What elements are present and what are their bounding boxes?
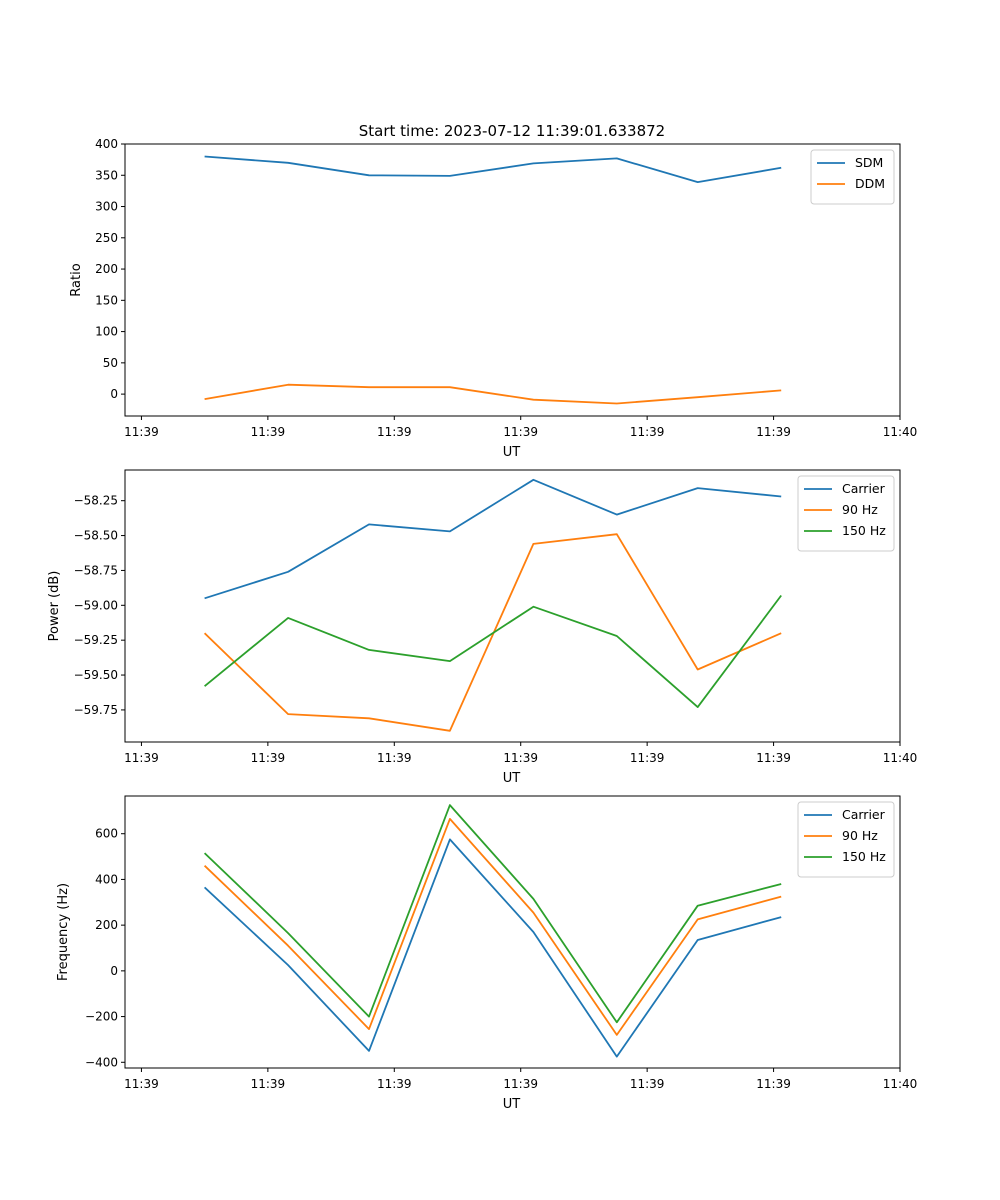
x-tick-label: 11:39 xyxy=(124,1077,159,1091)
y-tick-label: 150 xyxy=(95,293,118,307)
x-tick-label: 11:39 xyxy=(756,425,791,439)
y-tick-label: 400 xyxy=(95,137,118,151)
x-axis-label: UT xyxy=(503,445,521,460)
y-tick-label: 350 xyxy=(95,168,118,182)
y-tick-label: 0 xyxy=(110,387,118,401)
y-tick-label: −59.25 xyxy=(74,633,118,647)
legend-label: 150 Hz xyxy=(842,849,886,864)
x-tick-label: 11:39 xyxy=(251,751,286,765)
axes-frame xyxy=(124,143,901,417)
x-tick-label: 11:39 xyxy=(377,751,412,765)
legend-label: Carrier xyxy=(842,807,886,822)
x-tick-label: 11:39 xyxy=(630,751,665,765)
x-tick-label: 11:39 xyxy=(124,751,159,765)
legend-label: 90 Hz xyxy=(842,828,878,843)
axes-frame xyxy=(124,795,901,1069)
y-axis-label: Frequency (Hz) xyxy=(56,883,71,981)
y-tick-label: −400 xyxy=(85,1055,118,1069)
series-line-ddm xyxy=(204,383,782,405)
x-tick-label: 11:40 xyxy=(883,425,918,439)
x-tick-label: 11:40 xyxy=(883,751,918,765)
legend-label: SDM xyxy=(855,155,883,170)
y-tick-label: 50 xyxy=(103,356,118,370)
series-line-carrier xyxy=(203,838,782,1058)
figure-title: Start time: 2023-07-12 11:39:01.633872 xyxy=(359,122,665,140)
series-line-90-hz xyxy=(203,818,782,1036)
axes-frame xyxy=(124,469,901,743)
subplot-2: 11:39 11:39 11:39 11:39 11:39 11:39 11:40 −58.2… xyxy=(47,469,918,786)
x-tick-label: 11:39 xyxy=(251,425,286,439)
y-tick-label: 0 xyxy=(110,964,118,978)
x-tick-label: 11:39 xyxy=(377,1077,412,1091)
subplot-3: 11:39 11:39 11:39 11:39 11:39 11:39 11:40 −400 −… xyxy=(56,795,918,1112)
x-tick-label: 11:39 xyxy=(756,1077,791,1091)
y-axis-label: Ratio xyxy=(69,263,84,296)
subplot-1: 11:39 11:39 11:39 11:39 11:39 11:39 11:40 0 50 10… xyxy=(69,137,917,460)
y-tick-label: 200 xyxy=(95,262,118,276)
y-tick-label: −58.25 xyxy=(74,494,118,508)
y-tick-label: −200 xyxy=(85,1010,118,1024)
y-tick-label: 250 xyxy=(95,231,118,245)
x-tick-label: 11:39 xyxy=(756,751,791,765)
legend-label: 90 Hz xyxy=(842,502,878,517)
x-tick-label: 11:40 xyxy=(883,1077,918,1091)
y-axis-label: Power (dB) xyxy=(47,571,62,642)
series-line-150-hz xyxy=(204,594,782,708)
y-tick-label: 300 xyxy=(95,200,118,214)
y-tick-label: −59.50 xyxy=(74,668,118,682)
series-line-90-hz xyxy=(203,533,782,732)
x-tick-label: 11:39 xyxy=(503,425,538,439)
legend: SDM DDM xyxy=(810,149,895,205)
series-line-150-hz xyxy=(203,804,782,1024)
x-axis-label: UT xyxy=(503,1097,521,1112)
y-tick-label: −59.75 xyxy=(74,703,118,717)
x-tick-label: 11:39 xyxy=(251,1077,286,1091)
x-tick-label: 11:39 xyxy=(630,425,665,439)
y-tick-label: 200 xyxy=(95,918,118,932)
x-tick-label: 11:39 xyxy=(503,751,538,765)
x-tick-label: 11:39 xyxy=(124,425,159,439)
legend-label: Carrier xyxy=(842,481,886,496)
legend-box xyxy=(797,475,895,552)
x-axis-label: UT xyxy=(503,771,521,786)
y-tick-label: −58.75 xyxy=(74,563,118,577)
legend-label: DDM xyxy=(855,176,885,191)
legend: Carrier 90 Hz 150 Hz xyxy=(797,475,895,552)
y-tick-label: −59.00 xyxy=(74,598,118,612)
y-tick-label: −58.50 xyxy=(74,529,118,543)
x-tick-label: 11:39 xyxy=(630,1077,665,1091)
series-line-carrier xyxy=(204,478,782,600)
legend: Carrier 90 Hz 150 Hz xyxy=(797,801,895,878)
series-line-sdm xyxy=(204,155,782,184)
legend-box xyxy=(797,801,895,878)
x-tick-label: 11:39 xyxy=(377,425,412,439)
y-tick-label: 400 xyxy=(95,872,118,886)
y-tick-label: 100 xyxy=(95,325,118,339)
y-tick-label: 600 xyxy=(95,827,118,841)
x-tick-label: 11:39 xyxy=(503,1077,538,1091)
legend-label: 150 Hz xyxy=(842,523,886,538)
